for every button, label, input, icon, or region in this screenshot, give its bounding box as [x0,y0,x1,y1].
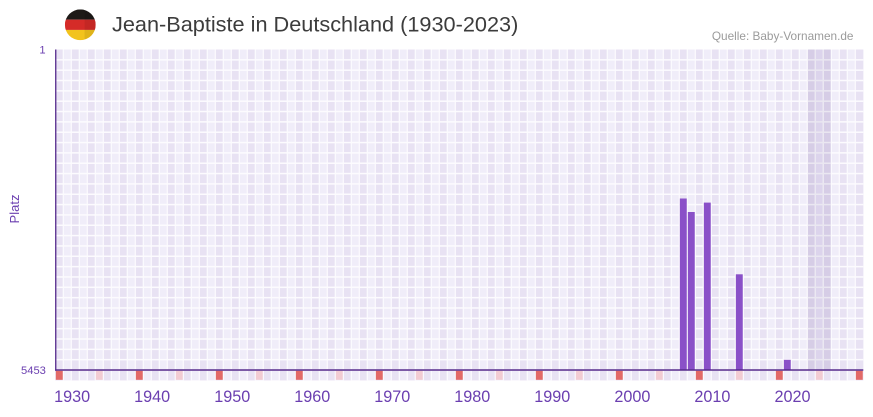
svg-text:2020: 2020 [774,388,810,406]
svg-text:1970: 1970 [374,388,410,406]
svg-text:2000: 2000 [614,388,650,406]
svg-text:2010: 2010 [694,388,730,406]
svg-text:1930: 1930 [54,388,90,406]
svg-text:1940: 1940 [134,388,170,406]
svg-text:Jean-Baptiste in Deutschland (: Jean-Baptiste in Deutschland (1930-2023) [112,12,518,37]
svg-text:1980: 1980 [454,388,490,406]
svg-text:Platz: Platz [7,195,22,224]
svg-text:1960: 1960 [294,388,330,406]
svg-text:1950: 1950 [214,388,250,406]
svg-text:1: 1 [39,45,45,57]
svg-text:1990: 1990 [534,388,570,406]
svg-text:Quelle: Baby-Vornamen.de: Quelle: Baby-Vornamen.de [712,29,854,43]
svg-text:5453: 5453 [21,365,46,377]
